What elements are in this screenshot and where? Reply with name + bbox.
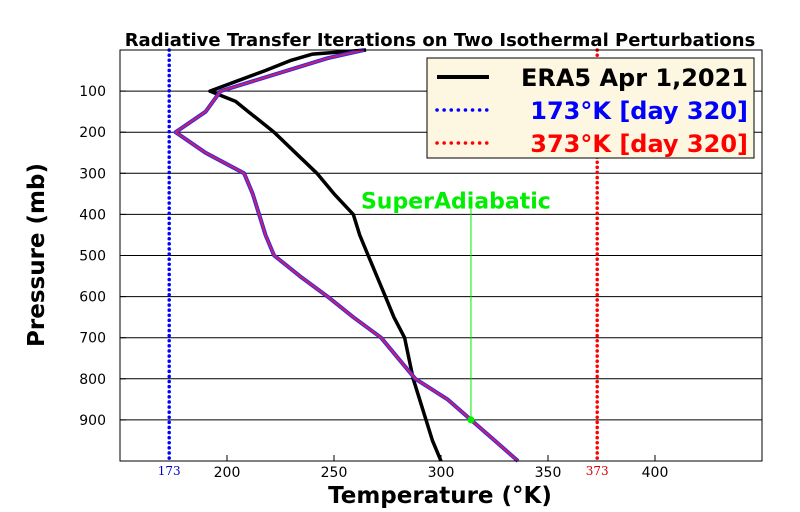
y-tick-label-200: 200 xyxy=(79,125,106,141)
y-tick-label-700: 700 xyxy=(79,331,106,347)
annotation-marker xyxy=(467,416,475,424)
legend: ERA5 Apr 1,2021 173°K [day 320] 373°K [day… xyxy=(426,57,755,159)
grid-lines xyxy=(120,90,762,421)
x-tick-label-300: 300 xyxy=(428,465,455,481)
legend-box xyxy=(426,57,755,159)
legend-label-2: 373°K [day 320] xyxy=(530,130,748,158)
annotation-superadiabatic: SuperAdiabatic xyxy=(361,190,551,215)
y-tick-label-100: 100 xyxy=(79,84,106,100)
series-unlabeled-red xyxy=(174,49,519,462)
y-tick-label-900: 900 xyxy=(79,413,106,429)
x-tick-label-250: 250 xyxy=(321,465,348,481)
x-axis-label: Temperature (°K) xyxy=(328,483,552,509)
y-tick-label-600: 600 xyxy=(79,290,106,306)
y-tick-label-400: 400 xyxy=(79,207,106,223)
x-tick-label-200: 200 xyxy=(214,465,241,481)
axis-marker-373: 373 xyxy=(586,464,609,478)
axis-marker-173: 173 xyxy=(158,464,181,478)
y-tick-label-300: 300 xyxy=(79,166,106,182)
y-tick-label-500: 500 xyxy=(79,249,106,265)
chart-title: Radiative Transfer Iterations on Two Iso… xyxy=(125,30,756,51)
legend-label-1: 173°K [day 320] xyxy=(530,97,748,125)
y-tick-label-800: 800 xyxy=(79,372,106,388)
axis-ticks: 100 200 300 400 500 600 700 800 900 200 250 300 350 4… xyxy=(79,84,668,481)
legend-label-0: ERA5 Apr 1,2021 xyxy=(521,64,748,92)
x-tick-label-350: 350 xyxy=(535,465,562,481)
series-era5-apr-1-2021 xyxy=(208,48,443,462)
annotations: SuperAdiabatic 173 373 xyxy=(158,190,609,478)
x-tick-label-400: 400 xyxy=(642,465,669,481)
y-axis-label: Pressure (mb) xyxy=(24,163,50,347)
series-layer xyxy=(167,48,599,463)
